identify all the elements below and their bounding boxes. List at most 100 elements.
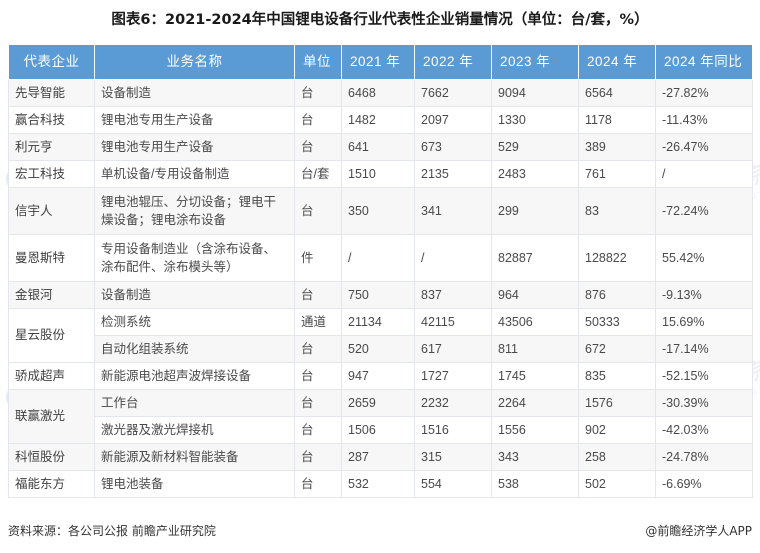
cell-2023: 1330 [491, 106, 579, 134]
cell-yoy: -11.43% [655, 106, 753, 134]
cell-company: 先导智能 [8, 79, 95, 107]
cell-2021: 947 [341, 362, 415, 390]
table-header-row: 代表企业 业务名称 单位 2021 年 2022 年 2023 年 2024 年… [8, 44, 753, 80]
cell-2024: 761 [578, 160, 656, 188]
column-header-2024: 2024 年 [578, 44, 656, 80]
cell-unit: 台 [294, 470, 342, 498]
attribution-note: @前瞻经济学人APP [645, 524, 752, 538]
cell-2021: 641 [341, 133, 415, 161]
cell-2021: 750 [341, 281, 415, 309]
cell-2023: 538 [491, 470, 579, 498]
cell-2024: 6564 [578, 79, 656, 107]
cell-yoy: -17.14% [655, 335, 753, 363]
cell-business: 新能源电池超声波焊接设备 [94, 362, 295, 390]
column-header-company: 代表企业 [8, 44, 95, 80]
cell-unit: 台 [294, 416, 342, 444]
cell-2021: 21134 [341, 308, 415, 336]
cell-unit: 台/套 [294, 160, 342, 188]
cell-unit: 台 [294, 281, 342, 309]
cell-company: 科恒股份 [8, 443, 95, 471]
cell-2024: 876 [578, 281, 656, 309]
cell-business: 自动化组装系统 [94, 335, 295, 363]
cell-2022: 7662 [414, 79, 492, 107]
cell-2022: 554 [414, 470, 492, 498]
cell-company: 曼恩斯特 [8, 234, 95, 282]
cell-unit: 台 [294, 79, 342, 107]
cell-unit: 台 [294, 389, 342, 417]
column-header-yoy: 2024 年同比 [655, 44, 753, 80]
cell-company: 骄成超声 [8, 362, 95, 390]
cell-business: 单机设备/专用设备制造 [94, 160, 295, 188]
cell-2022: 673 [414, 133, 492, 161]
cell-2024: 50333 [578, 308, 656, 336]
source-note: 资料来源：各公司公报 前瞻产业研究院 [8, 524, 216, 538]
cell-2022: 837 [414, 281, 492, 309]
cell-business: 锂电池专用生产设备 [94, 133, 295, 161]
cell-business: 检测系统 [94, 308, 295, 336]
cell-2022: 617 [414, 335, 492, 363]
cell-yoy: -24.78% [655, 443, 753, 471]
table-row: 先导智能 设备制造台 6468 7662 9094 6564 -27.82% [8, 79, 753, 107]
cell-business: 工作台 [94, 389, 295, 417]
cell-2023: 811 [491, 335, 579, 363]
cell-2021: 1510 [341, 160, 415, 188]
cell-yoy: -42.03% [655, 416, 753, 444]
cell-business: 锂电池专用生产设备 [94, 106, 295, 134]
cell-company: 金银河 [8, 281, 95, 309]
page-title: 图表6：2021-2024年中国锂电设备行业代表性企业销量情况（单位：台/套，%… [111, 12, 649, 28]
cell-business: 设备制造 [94, 79, 295, 107]
table-header: 代表企业 业务名称 单位 2021 年 2022 年 2023 年 2024 年… [8, 44, 753, 80]
sales-table: 代表企业 业务名称 单位 2021 年 2022 年 2023 年 2024 年… [8, 44, 753, 498]
column-header-2021: 2021 年 [341, 44, 415, 80]
cell-2023: 2483 [491, 160, 579, 188]
cell-2024: 902 [578, 416, 656, 444]
cell-2022: 1516 [414, 416, 492, 444]
cell-2024: 258 [578, 443, 656, 471]
table-body: 先导智能 设备制造台 6468 7662 9094 6564 -27.82% 赢合科技 锂电池专… [8, 79, 753, 498]
cell-company: 赢合科技 [8, 106, 95, 134]
cell-yoy: -26.47% [655, 133, 753, 161]
column-header-2022: 2022 年 [414, 44, 492, 80]
cell-2022: / [414, 234, 492, 282]
cell-2023: 299 [491, 187, 579, 235]
cell-2021: 6468 [341, 79, 415, 107]
cell-2024: 83 [578, 187, 656, 235]
cell-business: 锂电池辊压、分切设备；锂电干燥设备；锂电涂布设备 [94, 187, 295, 235]
column-header-business: 业务名称 [94, 44, 295, 80]
cell-2023: 43506 [491, 308, 579, 336]
cell-2021: 1506 [341, 416, 415, 444]
cell-2023: 2264 [491, 389, 579, 417]
cell-yoy: 55.42% [655, 234, 753, 282]
column-header-unit: 单位 [294, 44, 342, 80]
cell-business: 专用设备制造业（含涂布设备、涂布配件、涂布模头等） [94, 234, 295, 282]
cell-2022: 1727 [414, 362, 492, 390]
cell-unit: 台 [294, 187, 342, 235]
cell-yoy: -9.13% [655, 281, 753, 309]
cell-2024: 502 [578, 470, 656, 498]
cell-2023: 964 [491, 281, 579, 309]
cell-2024: 1576 [578, 389, 656, 417]
cell-2023: 343 [491, 443, 579, 471]
cell-company: 利元亨 [8, 133, 95, 161]
cell-yoy: -6.69% [655, 470, 753, 498]
cell-unit: 通道 [294, 308, 342, 336]
table-row: 金银河 设备制造台 750 837 964 876 -9.13% [8, 281, 753, 309]
table-row: 科恒股份 新能源及新材料智能装备台 287 315 343 258 -24.78% [8, 443, 753, 471]
cell-2021: 2659 [341, 389, 415, 417]
cell-2022: 315 [414, 443, 492, 471]
cell-2022: 2135 [414, 160, 492, 188]
table-row: 自动化组装系统台 520 617 811 672 -17.14% [9, 335, 753, 363]
cell-unit: 台 [294, 362, 342, 390]
cell-unit: 台 [294, 106, 342, 134]
table-row: 激光器及激光焊接机台 1506 1516 1556 902 -42.03% [9, 416, 753, 444]
cell-2022: 2232 [414, 389, 492, 417]
cell-2021: / [341, 234, 415, 282]
cell-2023: 1556 [491, 416, 579, 444]
cell-yoy: -27.82% [655, 79, 753, 107]
cell-2022: 341 [414, 187, 492, 235]
cell-2022: 42115 [414, 308, 492, 336]
cell-business: 新能源及新材料智能装备 [94, 443, 295, 471]
cell-2024: 389 [578, 133, 656, 161]
cell-business: 锂电池装备 [94, 470, 295, 498]
cell-yoy: 15.69% [655, 308, 753, 336]
